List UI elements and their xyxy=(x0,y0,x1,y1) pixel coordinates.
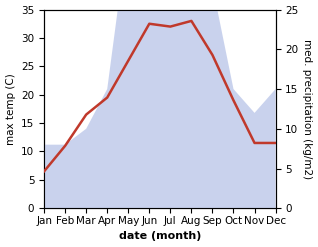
Y-axis label: max temp (C): max temp (C) xyxy=(5,73,16,145)
X-axis label: date (month): date (month) xyxy=(119,231,201,242)
Y-axis label: med. precipitation (kg/m2): med. precipitation (kg/m2) xyxy=(302,39,313,179)
